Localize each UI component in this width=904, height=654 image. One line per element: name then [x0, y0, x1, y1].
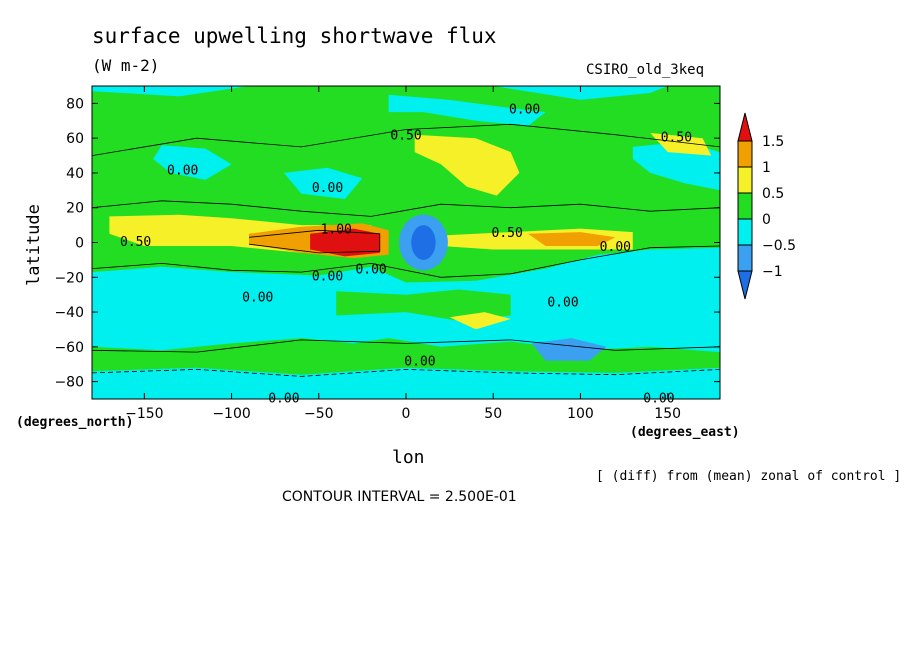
colorbar-label: 1.5 — [762, 134, 784, 150]
contour-label: 0.50 — [120, 235, 151, 250]
x-tick-label: −50 — [304, 406, 334, 422]
y-tick-label: −20 — [54, 270, 84, 286]
colorbar-label: 0.5 — [762, 186, 784, 202]
contour-label: 0.00 — [268, 391, 299, 406]
y-tick-label: 80 — [66, 96, 84, 112]
x-units-label: (degrees_east) — [630, 425, 740, 440]
field-negative-na — [153, 145, 232, 180]
contour-label: 0.00 — [242, 290, 273, 305]
colorbar-segment — [737, 166, 753, 194]
contour-label: 0.50 — [390, 129, 421, 144]
field-negative-north-atlantic — [388, 94, 546, 126]
contour-label: 0.00 — [312, 181, 343, 196]
contour-labels: 0.00 0.50 0.50 0.00 0.00 0.50 1.00 0.50 0.00 0.00… — [120, 103, 692, 407]
field-red-core — [310, 228, 380, 257]
contour-line — [92, 245, 720, 278]
axes: −150 −100 −50 0 50 100 150 80 60 40 20 0 −20 −40 −60 −8… — [54, 86, 720, 422]
y-tick-label: 20 — [66, 201, 84, 217]
colorbar-label: 0 — [762, 212, 771, 228]
y-tick-label: −40 — [54, 305, 84, 321]
contour-label: 0.50 — [492, 226, 523, 241]
y-units-label: (degrees_north) — [16, 415, 134, 430]
field-negative-arctic-east — [493, 86, 668, 100]
contour-label: 0.00 — [355, 263, 386, 278]
contour-label: 0.00 — [547, 296, 578, 311]
y-tick-label: 40 — [66, 166, 84, 182]
colorbar-label: −0.5 — [762, 238, 796, 254]
colorbar-segment — [737, 192, 753, 220]
y-tick-label: −80 — [54, 375, 84, 391]
contour-label: 0.00 — [509, 103, 540, 118]
field-negative-polar — [92, 367, 720, 399]
colorbar-segment — [737, 140, 753, 168]
contour-line — [248, 229, 381, 254]
field-deep-blue-dipole — [411, 225, 436, 260]
y-tick-label: 0 — [75, 236, 84, 252]
contour-label: 0.00 — [643, 391, 674, 406]
contour-label: 0.00 — [312, 270, 343, 285]
colorbar-bottom-arrow — [737, 270, 753, 300]
x-tick-label: 50 — [484, 406, 502, 422]
y-tick-label: 60 — [66, 131, 84, 147]
contour-label: 0.00 — [600, 240, 631, 255]
contour-interval: CONTOUR INTERVAL = 2.500E-01 — [282, 489, 517, 505]
contour-line — [92, 368, 720, 377]
contour-line — [92, 123, 720, 156]
colorbar-segment — [737, 218, 753, 246]
contour-line — [92, 200, 720, 217]
chart-title: surface upwelling shortwave flux — [92, 24, 497, 48]
colorbar-label: 1 — [762, 160, 771, 176]
colorbar-label: −1 — [762, 264, 783, 280]
field-negative-arctic-west — [92, 86, 249, 97]
x-tick-label: −100 — [212, 406, 250, 422]
contour-label: 1.00 — [321, 223, 352, 238]
x-tick-label: −150 — [125, 406, 163, 422]
colorbar: 1.5 1 0.5 0 −0.5 −1 — [737, 112, 796, 300]
x-tick-label: 0 — [402, 406, 411, 422]
x-tick-label: 150 — [654, 406, 681, 422]
contour-label: 0.00 — [167, 163, 198, 178]
field-yellow-south-patch — [449, 312, 511, 330]
field-orange-east — [528, 232, 616, 246]
plot-area — [92, 86, 720, 399]
y-tick-label: −60 — [54, 340, 84, 356]
contour-label: 0.00 — [404, 355, 435, 370]
x-axis-label: lon — [392, 447, 425, 468]
diff-note: [ (diff) from (mean) zonal of control ] — [596, 469, 902, 484]
field-positive-south-island — [336, 289, 511, 321]
chart-units: (W m-2) — [92, 56, 160, 75]
model-name: CSIRO_old_3keq — [586, 62, 705, 78]
field-yellow-ne — [650, 132, 712, 156]
x-tick-label: 100 — [567, 406, 594, 422]
contour-label: 0.50 — [661, 130, 692, 145]
contour-line — [92, 339, 720, 353]
field-yellow-eurasia — [414, 134, 520, 196]
colorbar-segment — [737, 244, 753, 272]
field-negative-subtropic — [283, 167, 363, 199]
colorbar-top-arrow — [737, 112, 753, 142]
